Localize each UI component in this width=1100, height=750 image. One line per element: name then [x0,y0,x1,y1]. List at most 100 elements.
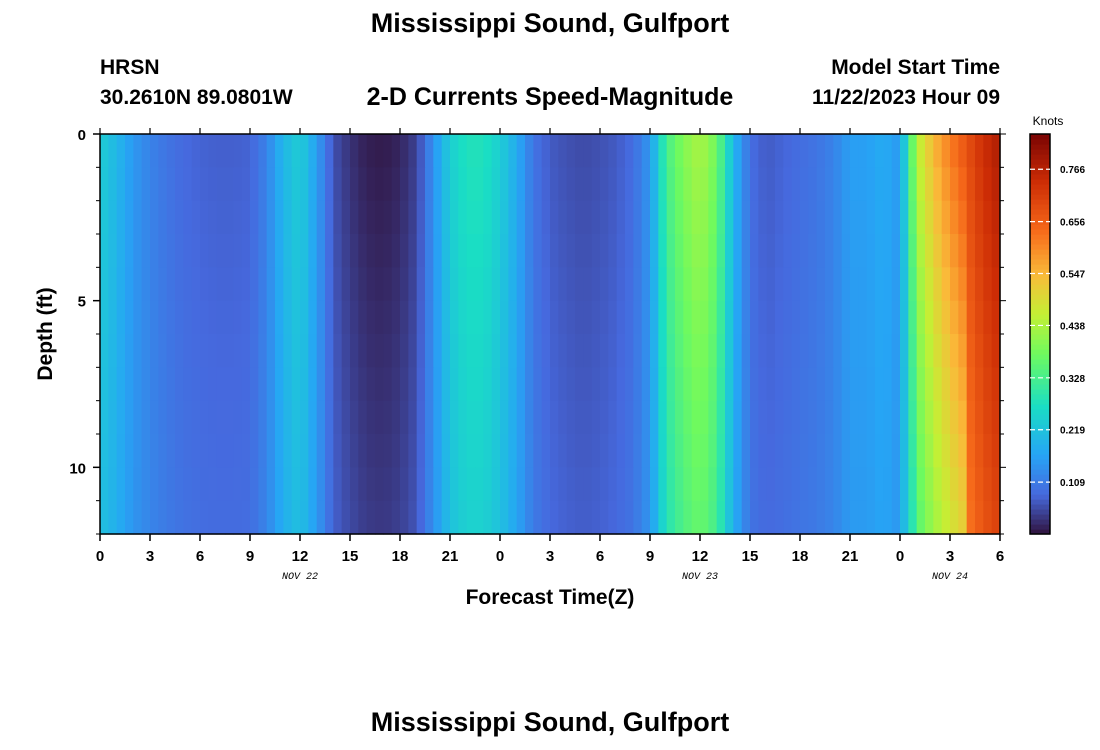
heatmap-cell [875,400,884,435]
heatmap-cell [741,434,751,468]
heatmap-cell [375,434,384,468]
heatmap-cell [483,134,493,168]
heatmap-cells [100,134,1001,535]
heatmap-cell [541,267,551,302]
heatmap-cell [333,200,343,235]
heatmap-cell [691,134,701,168]
heatmap-cell [758,134,768,168]
heatmap-cell [608,434,618,468]
heatmap-cell [633,200,643,235]
heatmap-cell [366,467,376,502]
heatmap-cell [300,500,309,535]
heatmap-cell [500,134,509,168]
heatmap-cell [608,234,618,268]
heatmap-cell [641,367,651,402]
heatmap-cell [150,267,159,302]
heatmap-cell [850,267,859,302]
heatmap-cell [875,334,884,368]
heatmap-cell [125,467,134,502]
heatmap-cell [433,300,443,335]
heatmap-cell [783,300,793,335]
heatmap-cell [766,400,776,435]
heatmap-cell [116,200,126,235]
heatmap-cell [916,134,926,168]
heatmap-cell [466,467,476,502]
heatmap-cell [691,367,701,402]
x-tick-label: 0 [496,548,504,565]
heatmap-cell [991,167,1001,202]
heatmap-cell [908,434,918,468]
heatmap-cell [283,334,293,368]
next-chart-title: Mississippi Sound, Gulfport [370,707,730,737]
heatmap-cell [558,434,568,468]
heatmap-cell [600,234,609,268]
heatmap-cell [775,300,784,335]
heatmap-cell [841,467,851,502]
heatmap-cell [858,200,868,235]
colorbar: 0.109 0.219 0.328 0.438 0.547 0.656 0.766 [1029,133,1085,535]
heatmap-cell [333,367,343,402]
heatmap-cell [241,134,251,168]
heatmap-cell [533,134,543,168]
heatmap-cell [741,134,751,168]
heatmap-cell [750,134,759,168]
heatmap-cell [958,234,968,268]
heatmap-cell [141,300,151,335]
colorbar-segment [1030,429,1050,435]
heatmap-cell [875,167,884,202]
heatmap-cell [800,467,809,502]
heatmap-cell [341,267,351,302]
heatmap-cell [950,467,959,502]
heatmap-cell [541,167,551,202]
heatmap-cell [525,400,534,435]
heatmap-cell [991,467,1001,502]
heatmap-cell [333,134,343,168]
heatmap-cell [291,134,301,168]
heatmap-cell [258,334,268,368]
heatmap-cell [716,300,726,335]
heatmap-cell [825,367,834,402]
heatmap-cell [941,200,951,235]
heatmap-cell [583,134,593,168]
heatmap-cell [216,234,226,268]
heatmap-cell [183,200,193,235]
heatmap-cell [275,134,284,168]
heatmap-cell [758,334,768,368]
y-tick-label: 10 [69,460,86,477]
heatmap-cell [825,167,834,202]
heatmap-cell [475,500,484,535]
heatmap-cell [633,134,643,168]
heatmap-cell [725,434,734,468]
colorbar-segment [1030,304,1050,310]
heatmap-cell [575,367,584,402]
heatmap-cell [925,167,934,202]
heatmap-cell [766,267,776,302]
heatmap-cell [208,500,218,535]
heatmap-cell [733,334,743,368]
heatmap-cell [350,167,359,202]
heatmap-cell [275,467,284,502]
colorbar-segment [1030,364,1050,370]
heatmap-cell [750,267,759,302]
heatmap-cell [983,234,993,268]
heatmap-cell [766,334,776,368]
heatmap-cell [716,234,726,268]
heatmap-cell [541,400,551,435]
heatmap-cell [291,500,301,535]
heatmap-cell [516,467,526,502]
heatmap-cell [408,400,418,435]
heatmap-cell [966,300,976,335]
heatmap-cell [541,434,551,468]
heatmap-cell [816,200,826,235]
colorbar-segment [1030,224,1050,230]
heatmap-cell [433,500,443,535]
heatmap-cell [966,500,976,535]
heatmap-cell [808,434,818,468]
heatmap-cell [775,134,784,168]
heatmap-cell [966,134,976,168]
heatmap-cell [925,467,934,502]
heatmap-cell [600,267,609,302]
heatmap-cell [608,267,618,302]
heatmap-cell [683,367,693,402]
heatmap-cell [591,300,601,335]
